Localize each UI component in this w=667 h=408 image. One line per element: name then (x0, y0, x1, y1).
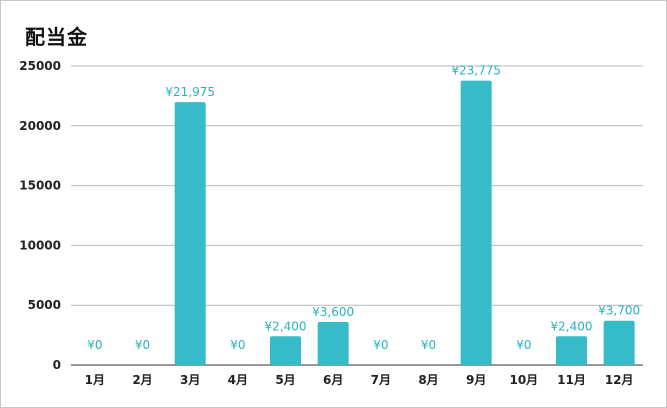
bar (460, 80, 492, 365)
y-tick-label: 10000 (19, 238, 61, 252)
y-tick-label: 20000 (19, 119, 61, 133)
x-tick-label: 9月 (466, 373, 486, 387)
bar (603, 320, 635, 365)
x-tick-label: 2月 (132, 373, 152, 387)
x-tick-label: 7月 (371, 373, 391, 387)
data-label: ¥0 (373, 338, 388, 352)
data-label: ¥0 (135, 338, 150, 352)
x-tick-label: 11月 (557, 373, 586, 387)
data-label: ¥0 (230, 338, 245, 352)
y-tick-label: 15000 (19, 179, 61, 193)
data-label: ¥3,700 (598, 304, 640, 318)
data-label: ¥3,600 (312, 305, 354, 319)
x-tick-label: 4月 (228, 373, 248, 387)
data-label: ¥2,400 (265, 319, 307, 333)
x-tick-label: 12月 (605, 373, 634, 387)
x-tick-label: 5月 (275, 373, 295, 387)
data-label: ¥2,400 (551, 319, 593, 333)
chart-title: 配当金 (25, 25, 88, 49)
bar (174, 102, 206, 365)
y-tick-label: 5000 (28, 298, 61, 312)
data-label: ¥0 (421, 338, 436, 352)
x-tick-label: 6月 (323, 373, 343, 387)
y-tick-label: 0 (53, 358, 61, 372)
data-label: ¥23,775 (451, 64, 501, 78)
data-label: ¥21,975 (165, 85, 215, 99)
x-tick-label: 8月 (418, 373, 438, 387)
data-label: ¥0 (87, 338, 102, 352)
bar (317, 321, 349, 365)
bar (270, 336, 301, 365)
bar (556, 336, 587, 365)
x-tick-label: 3月 (180, 373, 200, 387)
x-tick-label: 1月 (85, 373, 105, 387)
x-tick-label: 10月 (509, 373, 538, 387)
y-tick-label: 25000 (19, 59, 61, 73)
data-label: ¥0 (516, 338, 531, 352)
